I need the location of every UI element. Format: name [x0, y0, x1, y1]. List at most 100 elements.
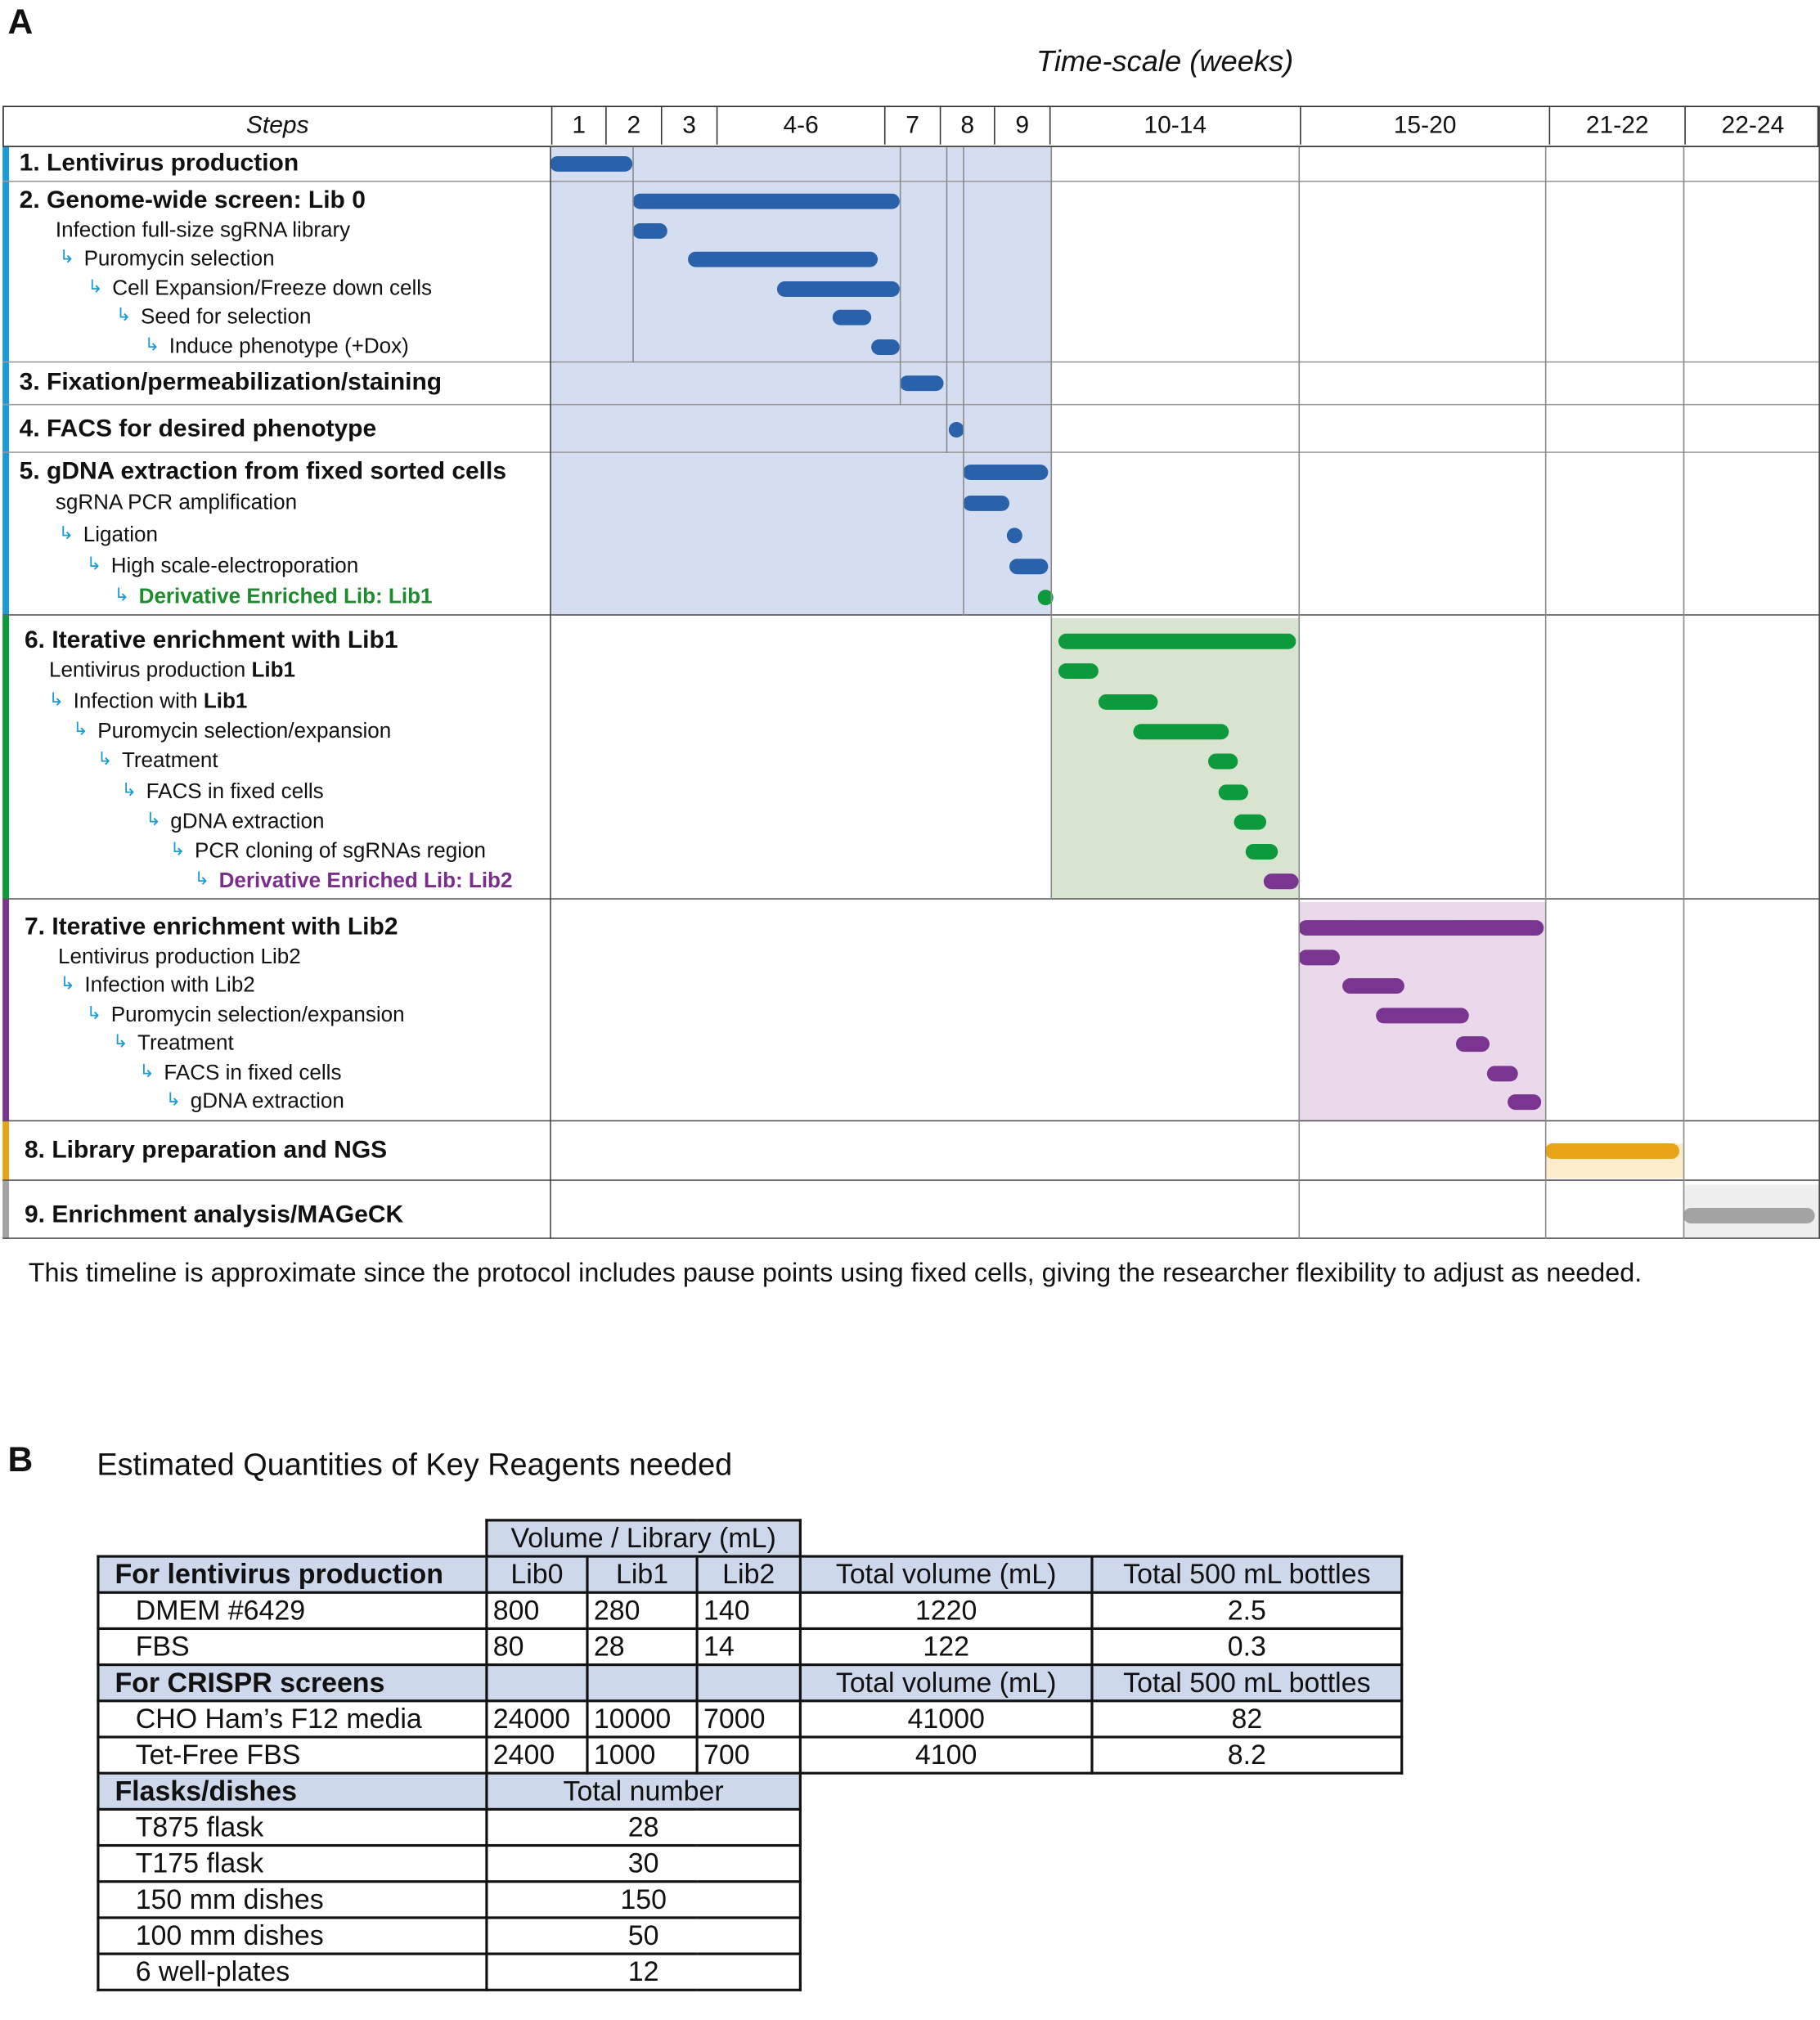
table-cell: 8.2 [1090, 1735, 1404, 1775]
table-row: 6 well-plates 12 [97, 1952, 1402, 1991]
substep-label: sgRNA PCR amplification [56, 492, 297, 516]
table-cell: 14 [695, 1627, 802, 1667]
table-cell: 12 [485, 1952, 802, 1991]
section-color-stripe [2, 1180, 10, 1239]
step-bar [550, 155, 632, 172]
step-title: 7. Iterative enrichment with Lib2 [24, 913, 398, 941]
empty-cell [800, 1809, 1092, 1845]
step-title: 3. Fixation/permeabilization/staining [19, 369, 443, 397]
empty-cell [1092, 1809, 1402, 1845]
step-title: 8. Library preparation and NGS [24, 1137, 388, 1165]
column-header: For lentivirus production [97, 1555, 488, 1594]
step-bar [899, 375, 944, 392]
step-bar [1298, 920, 1544, 936]
substep-label-text: FACS in fixed cells [146, 779, 324, 803]
section-header-row: Flasks/dishes Total number [97, 1771, 1402, 1811]
sub-arrow-icon: ↳ [60, 972, 75, 994]
column-header [586, 1663, 699, 1703]
table-cell: 80 [485, 1627, 589, 1667]
week-column-header: 4-6 [716, 106, 884, 145]
grid-line [963, 452, 964, 616]
substep-label: FACS in fixed cells [164, 1061, 341, 1085]
sub-arrow-icon: ↳ [59, 245, 75, 267]
sub-arrow-icon: ↳ [86, 552, 102, 574]
week-column-header: 15-20 [1300, 106, 1549, 145]
empty-cell [1092, 1846, 1402, 1882]
grid-line [963, 146, 964, 453]
section-color-stripe [2, 615, 10, 900]
substep-label-text: High scale-electroporation [110, 554, 359, 577]
steps-header: Steps [245, 112, 309, 140]
substep-label-bold: Lib1 [203, 689, 248, 713]
step-bar [1545, 1143, 1680, 1160]
timeline-caption: This timeline is approximate since the p… [28, 1258, 1642, 1288]
empty-cell [800, 1954, 1092, 1990]
substep-bar [1009, 559, 1049, 575]
grid-line [946, 146, 948, 453]
week-column-header: 3 [660, 106, 717, 145]
table-cell: 140 [695, 1591, 802, 1631]
table-cell: CHO Ham’s F12 media [97, 1699, 488, 1739]
empty-cell [800, 1918, 1092, 1954]
step-row [2, 147, 1819, 182]
step-row [2, 1181, 1819, 1239]
substep-label-text: sgRNA PCR amplification [55, 491, 298, 515]
step-row [2, 453, 1819, 616]
column-header: Flasks/dishes [97, 1771, 488, 1811]
sub-arrow-icon: ↳ [144, 333, 160, 355]
timescale-label: Time-scale (weeks) [1036, 43, 1294, 78]
grid-line [1545, 146, 1548, 1239]
section-color-stripe [2, 146, 10, 616]
table-cell: 6 well-plates [97, 1952, 488, 1991]
substep-bar [963, 496, 1009, 512]
substep-label-text: Lentivirus production [48, 659, 252, 683]
substep-label: gDNA extraction [170, 810, 324, 834]
grid-line [550, 146, 551, 1239]
panel-b-letter: B [7, 1440, 34, 1479]
substep-label: Cell Expansion/Freeze down cells [112, 276, 432, 301]
table-row: FBS 80 28 14 122 0.3 [97, 1627, 1404, 1667]
substep-bar [1058, 663, 1099, 680]
empty-cell [800, 1520, 1092, 1556]
panel-a-letter: A [7, 2, 34, 42]
substep-bar [1246, 844, 1278, 860]
substep-bar [1098, 694, 1159, 710]
column-header [695, 1663, 802, 1703]
substep-label-text: Puromycin selection/expansion [97, 719, 392, 743]
substep-bar [631, 222, 668, 239]
column-header: Total 500 mL bottles [1090, 1555, 1404, 1594]
column-header: Total number [485, 1771, 802, 1811]
grid-line [1298, 146, 1301, 1239]
column-header: Total volume (mL) [798, 1555, 1094, 1594]
substep-label-text: Infection with Lib2 [84, 973, 255, 998]
substep-label-text: FACS in fixed cells [164, 1061, 342, 1084]
table-cell: 150 mm dishes [97, 1880, 488, 1919]
grid-line [899, 146, 901, 406]
table-cell: 0.3 [1090, 1627, 1404, 1667]
table-cell: 122 [798, 1627, 1094, 1667]
substep-label: High scale-electroporation [111, 554, 358, 579]
substep-label: Infection with Lib1 [74, 689, 248, 714]
sub-arrow-icon: ↳ [73, 717, 88, 739]
step-bar [1683, 1208, 1816, 1223]
week-column-header: 10-14 [1049, 106, 1300, 145]
empty-cell [800, 1773, 1092, 1809]
section-color-stripe [2, 1121, 10, 1181]
week-column-header: 2 [605, 106, 661, 145]
substep-bar [832, 310, 872, 326]
substep-bar [687, 252, 878, 267]
step-bar [631, 193, 900, 209]
substep-label-text: Infection with [73, 689, 204, 713]
substep-label: Treatment [122, 749, 218, 774]
table-cell: 28 [586, 1627, 699, 1667]
substep-label: Seed for selection [141, 306, 311, 330]
sub-arrow-icon: ↳ [169, 837, 186, 860]
substep-bar [1487, 1065, 1519, 1081]
substep-label-text: Induce phenotype (+Dox) [169, 334, 409, 358]
substep-bar [1218, 783, 1249, 800]
table-cell: 82 [1090, 1699, 1404, 1739]
substep-label: Induce phenotype (+Dox) [169, 334, 409, 359]
week-column-header: 9 [994, 106, 1049, 145]
table-cell: 7000 [695, 1699, 802, 1739]
